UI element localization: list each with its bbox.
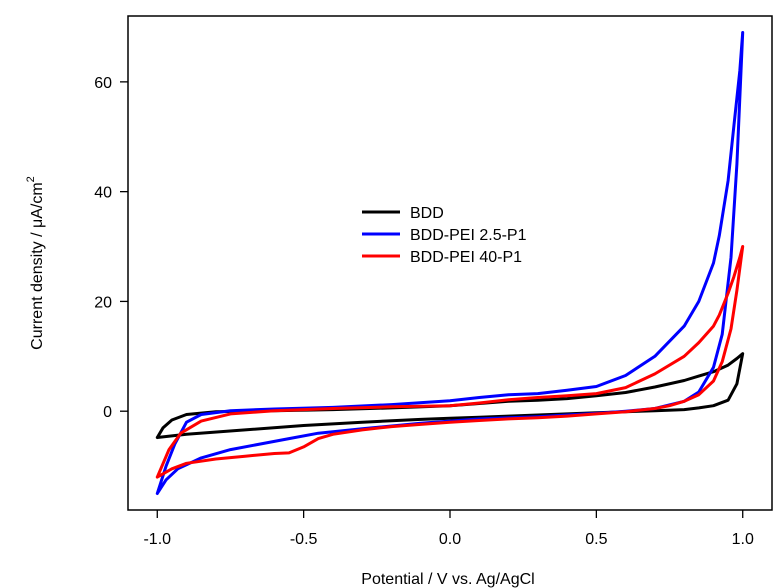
y-axis-title-superscript: 2	[25, 176, 37, 182]
x-tick-label: 1.0	[732, 531, 754, 548]
y-tick-label: 20	[94, 294, 112, 311]
x-tick-label: 0.0	[439, 531, 461, 548]
x-tick-label: -1.0	[143, 531, 171, 548]
y-tick-label: 40	[94, 185, 112, 202]
x-axis-title: Potential / V vs. Ag/AgCl	[361, 571, 534, 588]
x-tick-label: 0.5	[585, 531, 607, 548]
y-axis-title-group: Current density / μA/cm2	[25, 176, 46, 350]
y-axis-title-main: Current density / μA/cm	[29, 182, 46, 350]
series-line-1	[155, 352, 745, 439]
legend-label: BDD-PEI 2.5-P1	[410, 227, 527, 244]
legend: BDD BDD-PEI 2.5-P1 BDD-PEI 40-P1	[362, 205, 527, 266]
y-tick-label: 0	[103, 404, 112, 421]
x-axis-ticks: -1.0 -0.5 0.0 0.5 1.0	[143, 510, 754, 548]
y-tick-label: 60	[94, 75, 112, 92]
legend-label: BDD	[410, 205, 444, 222]
y-axis-ticks: 0 20 40 60	[94, 75, 128, 421]
x-tick-label: -0.5	[290, 531, 318, 548]
y-axis-title: Current density / μA/cm2	[25, 176, 46, 350]
series-layer	[155, 31, 745, 495]
series-line-3	[155, 245, 745, 479]
legend-label: BDD-PEI 40-P1	[410, 249, 522, 266]
